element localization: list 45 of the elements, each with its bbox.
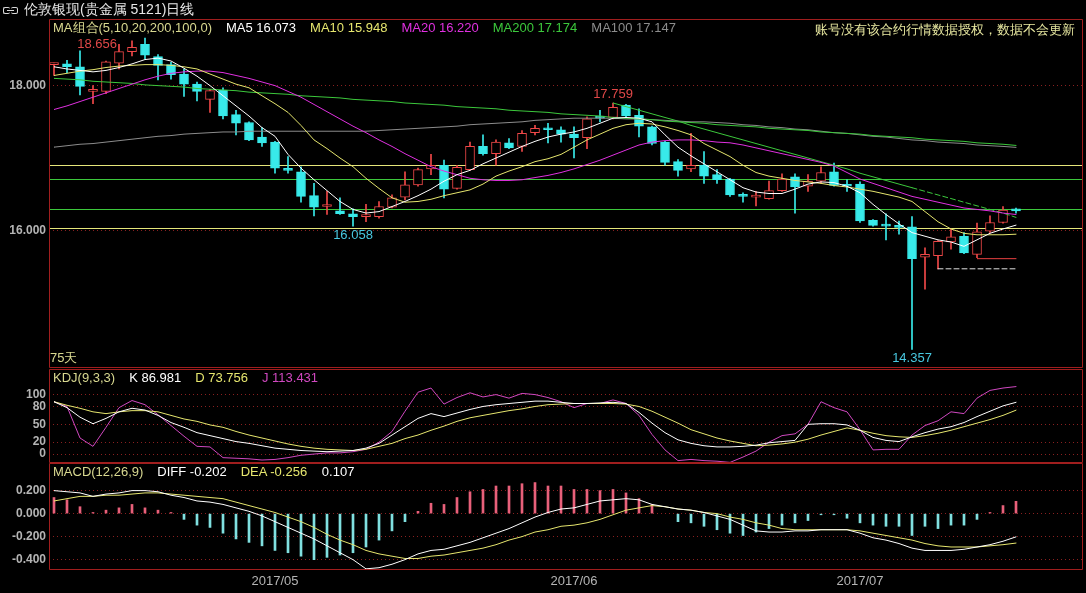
candlestick (920, 247, 930, 290)
y-tick-label: -0.200 (11, 528, 47, 543)
y-tick-label: 50 (32, 416, 47, 431)
candlestick (686, 133, 696, 173)
annotation: 16.058 (333, 226, 373, 242)
legend-title: MA组合(5,10,20,200,100,0) (53, 19, 212, 35)
annotation: 18.656 (77, 35, 117, 51)
y-tick-label: 100 (25, 386, 47, 401)
y-tick-label: 80 (32, 398, 47, 413)
y-tick-label: 20 (32, 434, 47, 449)
text: MA10 15.948 (310, 19, 388, 35)
series-label: K 86.981 (129, 369, 182, 385)
annotation: 17.759 (593, 85, 633, 101)
x-tick-label: 2017/05 (251, 573, 299, 589)
candlestick (283, 156, 293, 174)
chart-title: 伦敦银现(贵金属 5121)日线 (24, 0, 195, 17)
x-tick-label: 2017/07 (836, 573, 884, 589)
candlestick (348, 208, 358, 227)
candlestick (738, 192, 748, 203)
text: MA200 17.174 (492, 19, 578, 35)
y-tick-label: -0.400 (11, 551, 47, 566)
candlestick (569, 126, 579, 159)
candlestick (88, 85, 98, 105)
text: MA20 16.220 (401, 19, 479, 35)
series-label: DIFF -0.202 (157, 463, 227, 479)
y-tick-label: 18.000 (9, 77, 47, 92)
y-tick-label: 0.200 (15, 482, 47, 497)
annotation: 0.107 (321, 463, 355, 479)
legend-title: KDJ(9,3,3) (53, 369, 116, 385)
candlestick (322, 191, 332, 215)
y-tick-label: 0 (39, 446, 47, 461)
x-tick-label: 2017/06 (550, 573, 598, 589)
series-label: DEA -0.256 (240, 463, 308, 479)
candlestick (543, 122, 553, 144)
text: MA5 16.073 (225, 19, 297, 35)
text: MA100 17.147 (591, 19, 676, 35)
candlestick (907, 216, 917, 350)
annotation: 14.357 (892, 349, 932, 365)
legend-title: MACD(12,26,9) (53, 463, 144, 479)
annotation: 75天 (50, 349, 78, 365)
y-tick-label: 16.000 (9, 222, 47, 237)
y-tick-label: 0.000 (15, 505, 47, 520)
text: D 73.756 (195, 369, 248, 385)
text: J 113.431 (261, 369, 319, 385)
annotation: 账号没有该合约行情数据授权，数据不会更新 (815, 21, 1075, 37)
